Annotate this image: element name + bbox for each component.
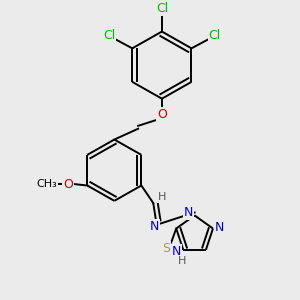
Text: S: S [162,242,170,256]
Text: N: N [184,206,193,219]
Text: O: O [63,178,73,190]
Text: Cl: Cl [103,29,115,42]
Text: N: N [150,220,159,233]
Text: Cl: Cl [208,29,221,42]
Text: CH₃: CH₃ [37,179,58,189]
Text: Cl: Cl [156,2,168,15]
Text: O: O [157,108,167,121]
Text: N: N [172,245,182,258]
Text: H: H [158,192,166,202]
Text: H: H [178,256,186,266]
Text: N: N [215,220,224,234]
